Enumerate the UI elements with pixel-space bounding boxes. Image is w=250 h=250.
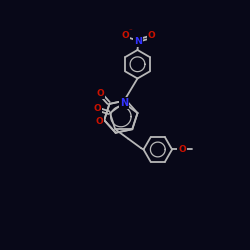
Text: O: O	[96, 116, 104, 126]
Text: O: O	[121, 31, 129, 40]
Text: O: O	[148, 31, 156, 40]
Text: O: O	[96, 89, 104, 98]
Text: O: O	[178, 145, 186, 154]
Text: N: N	[134, 38, 142, 46]
Text: O: O	[93, 104, 101, 113]
Text: N: N	[120, 98, 128, 108]
Text: ⁻: ⁻	[129, 29, 132, 35]
